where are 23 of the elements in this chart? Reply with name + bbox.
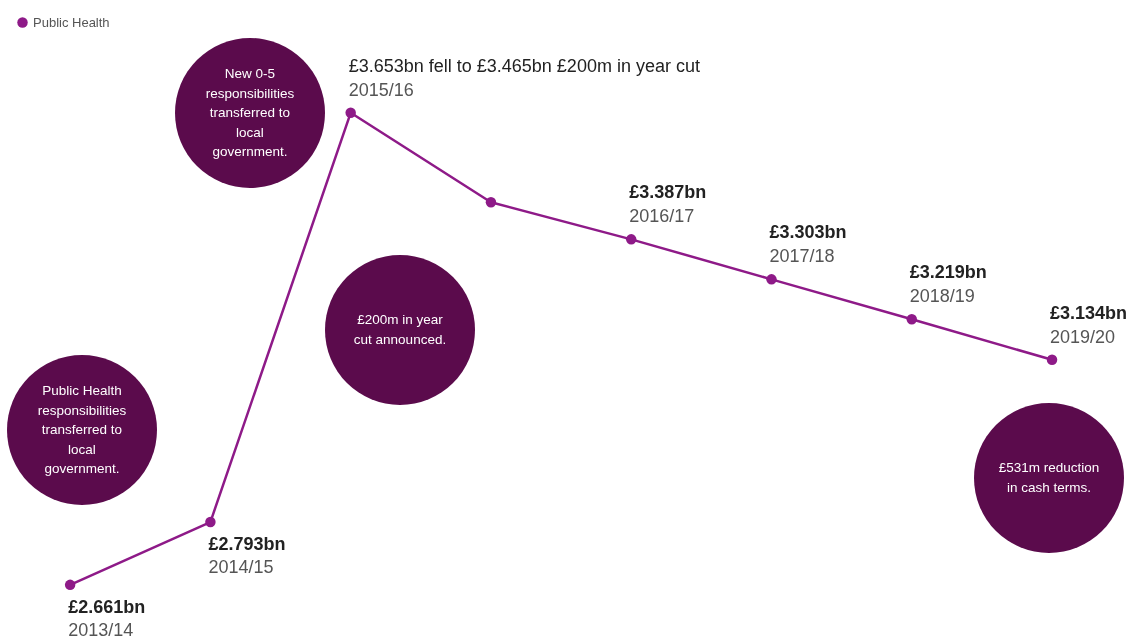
annotation: 2017/18 bbox=[769, 246, 835, 267]
point bbox=[485, 197, 497, 208]
annotation: 2014/15 bbox=[208, 557, 274, 578]
point bbox=[766, 274, 777, 285]
annotation: 2016/17 bbox=[629, 206, 695, 227]
annotation: 2013/14 bbox=[68, 619, 134, 640]
point bbox=[64, 579, 76, 591]
data-label: £3.219bn bbox=[909, 262, 987, 283]
point bbox=[205, 516, 216, 528]
annotation: 2018/19 bbox=[909, 286, 975, 307]
point bbox=[625, 234, 637, 245]
data-label: £2.793bn bbox=[208, 534, 286, 555]
point bbox=[345, 107, 356, 119]
data-label: £2.661bn bbox=[68, 596, 146, 617]
data-label: £3.134bn bbox=[1050, 302, 1128, 323]
annotation: £3.653bn fell to £3.465bn £200m in year cut bbox=[348, 55, 700, 76]
point bbox=[1046, 354, 1058, 365]
annotation: 2019/20 bbox=[1050, 326, 1116, 347]
point bbox=[906, 314, 918, 325]
data-label: £3.303bn bbox=[769, 222, 847, 243]
annotation: 2015/16 bbox=[348, 79, 414, 100]
data-label: £3.387bn bbox=[629, 182, 707, 203]
legend-label: Public Health bbox=[33, 14, 110, 30]
